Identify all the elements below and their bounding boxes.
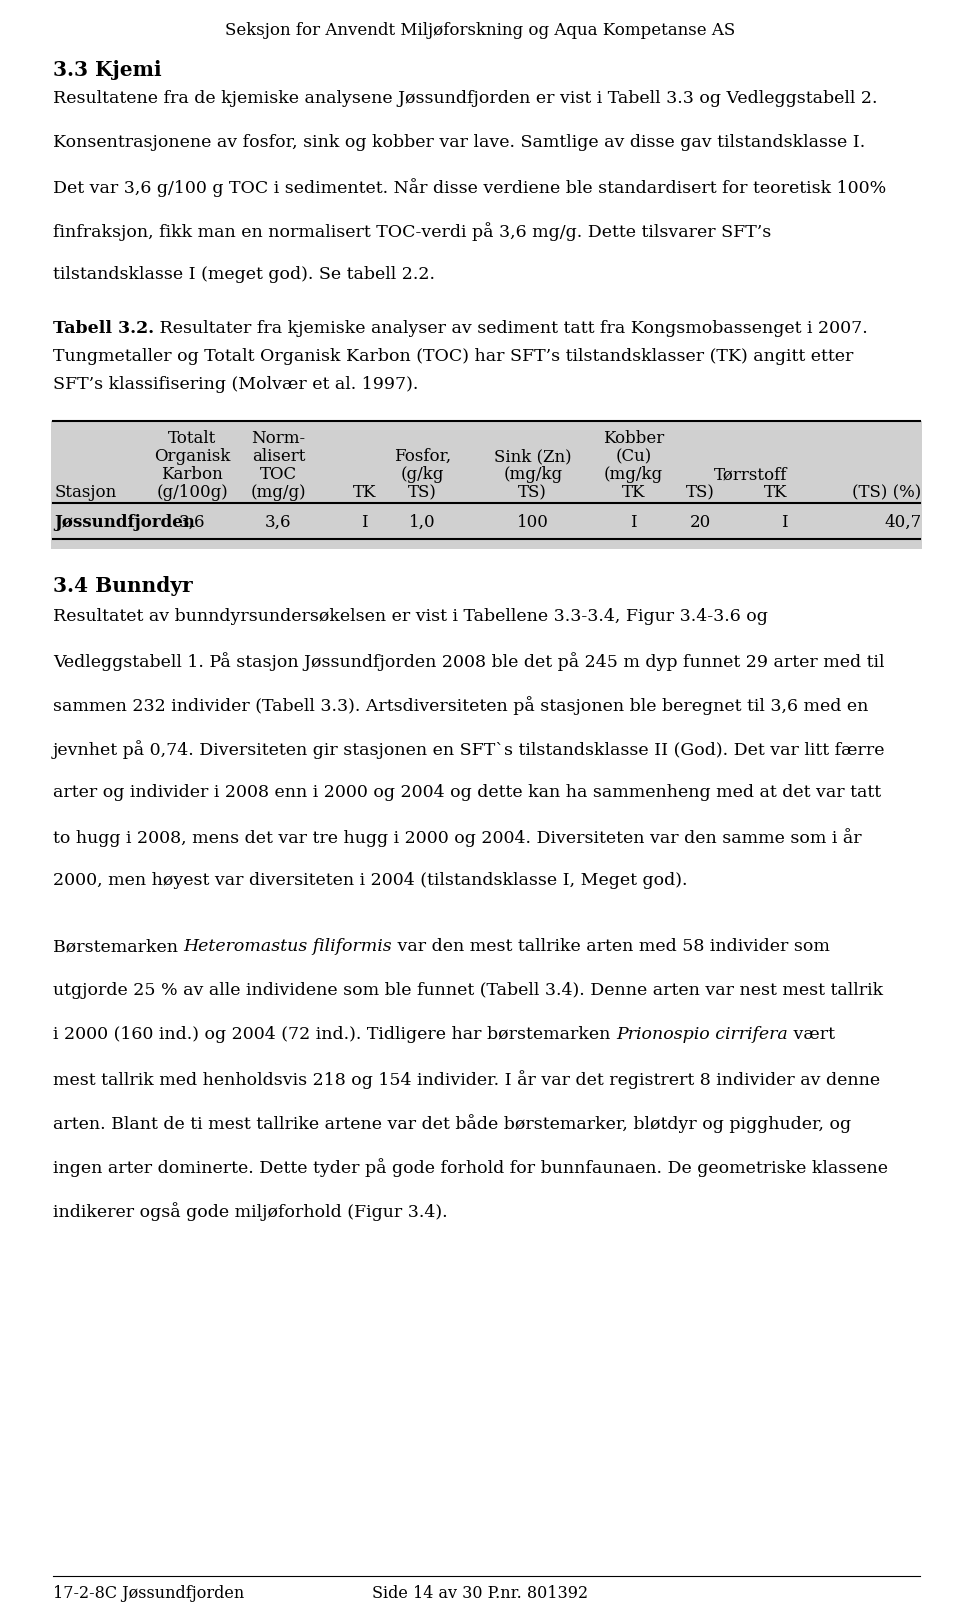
Text: Det var 3,6 g/100 g TOC i sedimentet. Når disse verdiene ble standardisert for t: Det var 3,6 g/100 g TOC i sedimentet. Nå… [53,178,886,196]
Text: Heteromastus filiformis: Heteromastus filiformis [183,937,392,955]
Text: 40,7: 40,7 [884,514,922,530]
Text: Sink (Zn): Sink (Zn) [494,448,571,464]
Text: (g/100g): (g/100g) [156,484,228,501]
Text: Resultater fra kjemiske analyser av sediment tatt fra Kongsmobassenget i 2007.: Resultater fra kjemiske analyser av sedi… [155,320,868,337]
Text: finfraksjon, fikk man en normalisert TOC-verdi på 3,6 mg/g. Dette tilsvarer SFT’: finfraksjon, fikk man en normalisert TOC… [53,222,771,241]
Text: sammen 232 individer (Tabell 3.3). Artsdiversiteten på stasjonen ble beregnet ti: sammen 232 individer (Tabell 3.3). Artsd… [53,696,869,715]
Text: (g/kg: (g/kg [400,466,444,482]
Text: 2000, men høyest var diversiteten i 2004 (tilstandsklasse I, Meget god).: 2000, men høyest var diversiteten i 2004… [53,871,687,889]
Text: vært: vært [787,1025,834,1043]
Text: jevnhet på 0,74. Diversiteten gir stasjonen en SFT`s tilstandsklasse II (God). D: jevnhet på 0,74. Diversiteten gir stasjo… [53,739,885,759]
Text: TK: TK [764,484,787,501]
Text: Kobber: Kobber [603,429,664,447]
Text: Tørrstoff: Tørrstoff [714,466,787,482]
Text: 3,6: 3,6 [265,514,292,530]
Text: Tabell 3.2.: Tabell 3.2. [53,320,155,337]
Text: Børstemarken: Børstemarken [53,937,183,955]
Text: TS): TS) [518,484,547,501]
Text: 3.4 Bunndyr: 3.4 Bunndyr [53,575,193,596]
Text: (mg/g): (mg/g) [251,484,306,501]
Text: 17-2-8C Jøssundfjorden: 17-2-8C Jøssundfjorden [53,1585,244,1601]
Text: Totalt: Totalt [168,429,216,447]
Text: Karbon: Karbon [161,466,223,482]
Text: indikerer også gode miljøforhold (Figur 3.4).: indikerer også gode miljøforhold (Figur … [53,1202,447,1220]
Text: alisert: alisert [252,448,305,464]
Text: Organisk: Organisk [154,448,230,464]
Text: TK: TK [622,484,645,501]
Text: ingen arter dominerte. Dette tyder på gode forhold for bunnfaunaen. De geometris: ingen arter dominerte. Dette tyder på go… [53,1157,888,1176]
Text: 3,6: 3,6 [179,514,205,530]
Text: (Cu): (Cu) [615,448,652,464]
Text: to hugg i 2008, mens det var tre hugg i 2000 og 2004. Diversiteten var den samme: to hugg i 2008, mens det var tre hugg i … [53,828,862,847]
Text: mest tallrik med henholdsvis 218 og 154 individer. I år var det registrert 8 ind: mest tallrik med henholdsvis 218 og 154 … [53,1069,880,1088]
Text: 20: 20 [690,514,711,530]
Text: (TS) (%): (TS) (%) [852,484,922,501]
Text: Fosfor,: Fosfor, [394,448,451,464]
Text: I: I [362,514,368,530]
Text: Seksjon for Anvendt Miljøforskning og Aqua Kompetanse AS: Seksjon for Anvendt Miljøforskning og Aq… [225,22,735,39]
Text: Resultatet av bunndyrsundersøkelsen er vist i Tabellene 3.3-3.4, Figur 3.4-3.6 o: Resultatet av bunndyrsundersøkelsen er v… [53,607,768,625]
Text: tilstandsklasse I (meget god). Se tabell 2.2.: tilstandsklasse I (meget god). Se tabell… [53,265,435,283]
Text: SFT’s klassifisering (Molvær et al. 1997).: SFT’s klassifisering (Molvær et al. 1997… [53,376,419,392]
Text: arter og individer i 2008 enn i 2000 og 2004 og dette kan ha sammenheng med at d: arter og individer i 2008 enn i 2000 og … [53,784,881,800]
Bar [51,421,922,550]
Text: (mg/kg: (mg/kg [503,466,563,482]
Text: Stasjon: Stasjon [55,484,117,501]
Text: TS): TS) [686,484,715,501]
Text: TK: TK [353,484,376,501]
Text: TS): TS) [408,484,437,501]
Text: I: I [631,514,636,530]
Text: (mg/kg: (mg/kg [604,466,663,482]
Text: Vedleggstabell 1. På stasjon Jøssundfjorden 2008 ble det på 245 m dyp funnet 29 : Vedleggstabell 1. På stasjon Jøssundfjor… [53,651,884,670]
Text: TOC: TOC [260,466,297,482]
Text: 1,0: 1,0 [409,514,436,530]
Text: Konsentrasjonene av fosfor, sink og kobber var lave. Samtlige av disse gav tilst: Konsentrasjonene av fosfor, sink og kobb… [53,133,865,151]
Text: arten. Blant de ti mest tallrike artene var det både børstemarker, bløtdyr og pi: arten. Blant de ti mest tallrike artene … [53,1114,852,1133]
Text: Tungmetaller og Totalt Organisk Karbon (TOC) har SFT’s tilstandsklasser (TK) ang: Tungmetaller og Totalt Organisk Karbon (… [53,347,853,365]
Text: Side 14 av 30 P.nr. 801392: Side 14 av 30 P.nr. 801392 [372,1585,588,1601]
Text: utgjorde 25 % av alle individene som ble funnet (Tabell 3.4). Denne arten var ne: utgjorde 25 % av alle individene som ble… [53,982,883,998]
Text: i 2000 (160 ind.) og 2004 (72 ind.). Tidligere har børstemarken: i 2000 (160 ind.) og 2004 (72 ind.). Tid… [53,1025,616,1043]
Text: Resultatene fra de kjemiske analysene Jøssundfjorden er vist i Tabell 3.3 og Ved: Resultatene fra de kjemiske analysene Jø… [53,90,877,108]
Text: var den mest tallrike arten med 58 individer som: var den mest tallrike arten med 58 indiv… [392,937,830,955]
Text: Norm-: Norm- [252,429,305,447]
Text: 100: 100 [516,514,549,530]
Text: I: I [780,514,787,530]
Text: 3.3 Kjemi: 3.3 Kjemi [53,59,161,80]
Text: Prionospio cirrifera: Prionospio cirrifera [616,1025,787,1043]
Text: Jøssundfjorden: Jøssundfjorden [55,514,196,530]
